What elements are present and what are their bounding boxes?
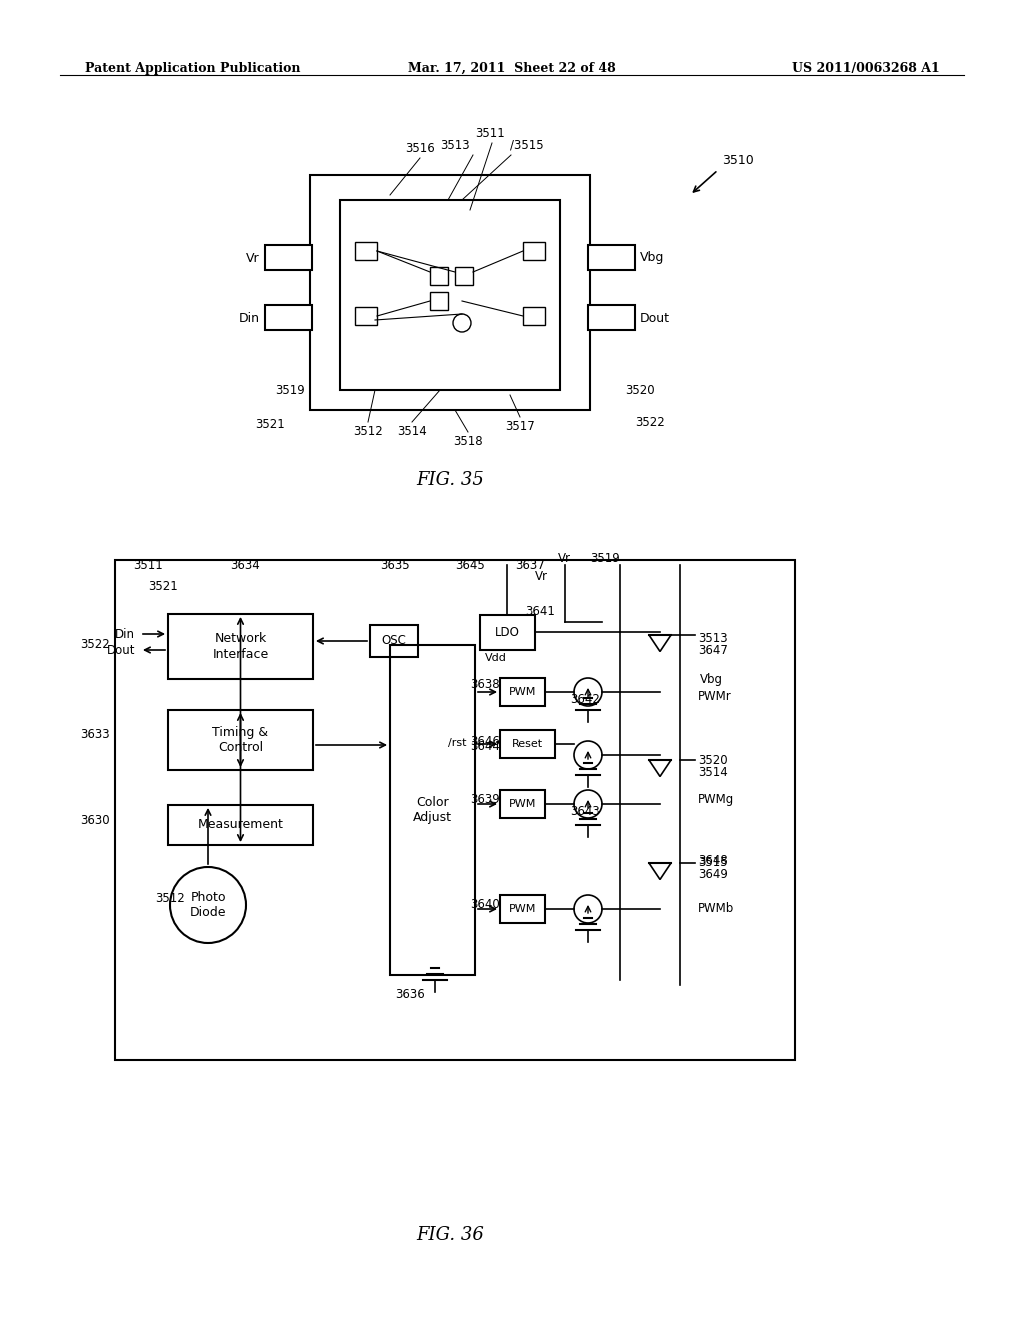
- Text: FIG. 36: FIG. 36: [416, 1226, 484, 1243]
- Text: 3513: 3513: [698, 631, 728, 644]
- Text: Patent Application Publication: Patent Application Publication: [85, 62, 300, 75]
- Text: US 2011/0063268 A1: US 2011/0063268 A1: [793, 62, 940, 75]
- Bar: [523, 242, 545, 260]
- Bar: [455, 267, 473, 285]
- Text: 3640: 3640: [470, 898, 500, 911]
- Text: 3636: 3636: [395, 987, 425, 1001]
- Text: 3511: 3511: [475, 127, 505, 140]
- Bar: [265, 246, 312, 271]
- Text: 3510: 3510: [722, 154, 754, 168]
- Bar: [500, 895, 545, 923]
- Text: Photo
Diode: Photo Diode: [189, 891, 226, 919]
- Bar: [265, 305, 312, 330]
- Text: 3518: 3518: [454, 436, 482, 447]
- Text: 3522: 3522: [635, 416, 665, 429]
- Text: Vr: Vr: [535, 569, 548, 582]
- Text: Dout: Dout: [640, 312, 670, 325]
- Text: Color
Adjust: Color Adjust: [413, 796, 452, 824]
- Text: 3512: 3512: [353, 425, 383, 438]
- Bar: [340, 201, 560, 389]
- Bar: [430, 292, 449, 310]
- Text: OSC: OSC: [382, 635, 407, 648]
- Text: LDO: LDO: [495, 626, 520, 639]
- Bar: [168, 710, 313, 770]
- Text: PWM: PWM: [509, 686, 537, 697]
- Text: Vbg: Vbg: [640, 252, 665, 264]
- Bar: [115, 560, 795, 1060]
- Bar: [480, 615, 535, 649]
- Text: Measurement: Measurement: [198, 818, 284, 832]
- Text: Din: Din: [239, 312, 260, 325]
- Text: 3641: 3641: [525, 605, 555, 618]
- Text: 3513: 3513: [440, 139, 470, 152]
- Text: 3512: 3512: [156, 891, 185, 904]
- Text: 3522: 3522: [80, 639, 110, 652]
- Text: 3516: 3516: [406, 143, 435, 154]
- Text: 3649: 3649: [698, 869, 728, 882]
- Bar: [390, 645, 475, 975]
- Text: Din: Din: [115, 627, 135, 640]
- Text: PWM: PWM: [509, 799, 537, 809]
- Bar: [370, 624, 418, 657]
- Text: 3637: 3637: [515, 558, 545, 572]
- Text: Vr: Vr: [247, 252, 260, 264]
- Text: 3515: 3515: [698, 857, 728, 870]
- Bar: [310, 176, 590, 411]
- Text: 3635: 3635: [380, 558, 410, 572]
- Text: Reset: Reset: [512, 739, 543, 748]
- Text: PWMr: PWMr: [698, 689, 732, 702]
- Text: 3514: 3514: [397, 425, 427, 438]
- Text: 3519: 3519: [275, 384, 305, 396]
- Text: Mar. 17, 2011  Sheet 22 of 48: Mar. 17, 2011 Sheet 22 of 48: [409, 62, 615, 75]
- Bar: [588, 246, 635, 271]
- Text: 3511: 3511: [133, 558, 163, 572]
- Bar: [430, 267, 449, 285]
- Text: 3639: 3639: [470, 793, 500, 807]
- Bar: [355, 242, 377, 260]
- Bar: [500, 730, 555, 758]
- Text: 3521: 3521: [148, 579, 178, 593]
- Text: Dout: Dout: [106, 644, 135, 656]
- Text: 3519: 3519: [590, 552, 620, 565]
- Bar: [500, 789, 545, 818]
- Bar: [168, 805, 313, 845]
- Text: PWM: PWM: [509, 904, 537, 913]
- Text: Vbg: Vbg: [700, 673, 723, 686]
- Text: 3646: 3646: [470, 735, 500, 748]
- Bar: [588, 305, 635, 330]
- Text: 3514: 3514: [698, 766, 728, 779]
- Text: Vr: Vr: [558, 552, 571, 565]
- Text: Vdd: Vdd: [485, 653, 507, 663]
- Text: 3517: 3517: [505, 420, 535, 433]
- Text: 3643: 3643: [570, 805, 600, 818]
- Text: 3645: 3645: [455, 558, 485, 572]
- Bar: [523, 308, 545, 325]
- Text: PWMg: PWMg: [698, 793, 734, 807]
- Text: 3644: 3644: [470, 741, 500, 752]
- Text: 3638: 3638: [470, 678, 500, 690]
- Text: 3634: 3634: [230, 558, 260, 572]
- Text: FIG. 35: FIG. 35: [416, 471, 484, 488]
- Text: PWMb: PWMb: [698, 902, 734, 915]
- Text: 3520: 3520: [698, 754, 728, 767]
- Text: 3633: 3633: [80, 729, 110, 742]
- Bar: [500, 678, 545, 706]
- Text: 3648: 3648: [698, 854, 728, 866]
- Text: 3630: 3630: [80, 813, 110, 826]
- Bar: [168, 614, 313, 678]
- Text: 3521: 3521: [255, 418, 285, 432]
- Text: 3520: 3520: [626, 384, 654, 396]
- Text: /3515: /3515: [510, 139, 544, 152]
- Text: Network
Interface: Network Interface: [212, 632, 268, 660]
- Text: 3647: 3647: [698, 644, 728, 656]
- Text: /rst: /rst: [449, 738, 467, 748]
- Bar: [355, 308, 377, 325]
- Text: 3642: 3642: [570, 693, 600, 706]
- Text: Timing &
Control: Timing & Control: [212, 726, 268, 754]
